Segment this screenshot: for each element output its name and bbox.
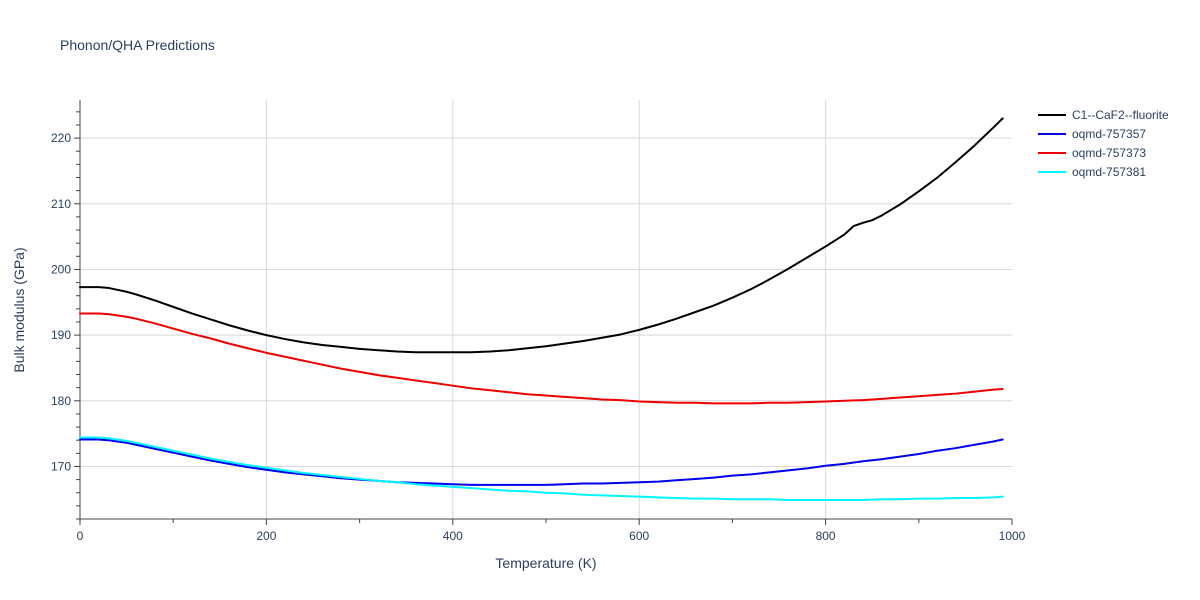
series-line-oqmd-757357 [79, 438, 1004, 486]
legend-layer: C1--CaF2--fluorite oqmd-757357 oqmd-757373… [1038, 108, 1169, 179]
legend-label-oqmd-757381: oqmd-757381 [1072, 165, 1146, 179]
x-tick-label-2: 400 [443, 529, 463, 543]
x-tick-label-3: 600 [629, 529, 649, 543]
x-axis-title: Temperature (K) [495, 555, 596, 571]
series-line-oqmd-757381 [79, 436, 1004, 501]
legend-label-oqmd-757357: oqmd-757357 [1072, 127, 1146, 141]
series-layer [79, 117, 1004, 501]
grid-layer [80, 100, 1012, 519]
legend-item-oqmd-757381[interactable]: oqmd-757381 [1038, 165, 1146, 179]
y-tick-label-3: 200 [51, 262, 71, 276]
legend-item-c1-caf2-fluorite[interactable]: C1--CaF2--fluorite [1038, 108, 1169, 122]
legend-label-c1-caf2-fluorite: C1--CaF2--fluorite [1072, 108, 1169, 122]
axes-layer: 0 200 400 600 800 1000 170 180 190 200 210 220 [51, 100, 1026, 543]
legend-item-oqmd-757357[interactable]: oqmd-757357 [1038, 127, 1146, 141]
series-line-oqmd-757373 [79, 312, 1004, 405]
x-tick-label-1: 200 [256, 529, 276, 543]
y-tick-label-0: 170 [51, 459, 71, 473]
legend-item-oqmd-757373[interactable]: oqmd-757373 [1038, 146, 1146, 160]
y-axis-title: Bulk modulus (GPa) [11, 247, 27, 372]
series-line-c1-caf2-fluorite [79, 117, 1004, 354]
chart-title: Phonon/QHA Predictions [60, 37, 215, 53]
y-tick-label-5: 220 [51, 131, 71, 145]
y-tick-label-2: 190 [51, 328, 71, 342]
x-tick-label-4: 800 [816, 529, 836, 543]
y-tick-label-4: 210 [51, 197, 71, 211]
x-tick-label-0: 0 [77, 529, 84, 543]
y-tick-label-1: 180 [51, 394, 71, 408]
legend-label-oqmd-757373: oqmd-757373 [1072, 146, 1146, 160]
x-tick-label-5: 1000 [999, 529, 1026, 543]
